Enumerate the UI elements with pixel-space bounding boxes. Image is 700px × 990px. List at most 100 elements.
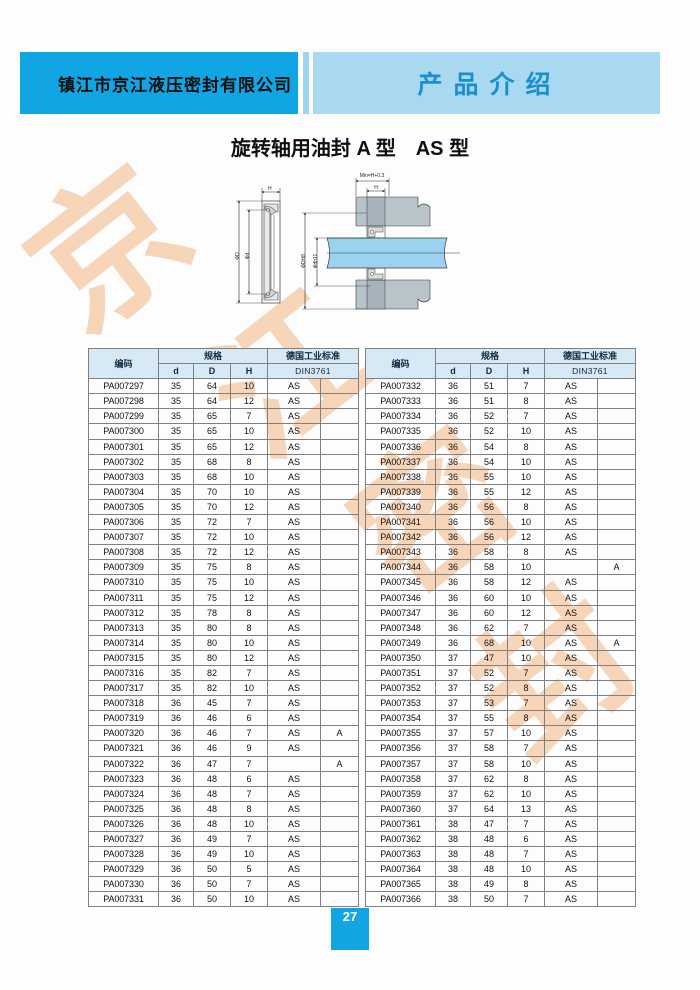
cell-as xyxy=(544,559,598,576)
table-row: PA007304 35 70 10 AS xyxy=(88,483,359,500)
cell-D: 80 xyxy=(193,619,231,636)
cell-as: AS xyxy=(267,393,321,410)
cell-D: 72 xyxy=(193,529,231,546)
cell-H: 7 xyxy=(230,725,268,742)
cell-as: AS xyxy=(544,393,598,410)
cell-d: 35 xyxy=(158,483,194,500)
cell-as: AS xyxy=(544,438,598,455)
cell-code: PA007346 xyxy=(365,589,436,606)
cell-H: 6 xyxy=(230,770,268,787)
cell-H: 8 xyxy=(230,800,268,817)
table-row: PA007342 36 56 12 AS xyxy=(365,529,636,546)
cell-code: PA007331 xyxy=(88,891,159,908)
cell-d: 37 xyxy=(435,664,471,682)
cell-as: AS xyxy=(544,664,598,682)
cell-D: 47 xyxy=(470,649,508,666)
cell-H: 12 xyxy=(507,604,545,621)
cell-a xyxy=(320,483,359,500)
cell-D: 46 xyxy=(193,710,231,727)
th-spec-group: 规格 xyxy=(158,347,268,365)
cell-d: 36 xyxy=(435,634,471,651)
cell-code: PA007332 xyxy=(365,378,436,395)
cell-a xyxy=(320,604,359,621)
cell-D: 52 xyxy=(470,664,508,682)
page-title: 旋转轴用油封 A 型 AS 型 xyxy=(230,138,470,160)
cell-D: 80 xyxy=(193,649,231,666)
cell-d: 36 xyxy=(158,815,194,833)
cell-H: 12 xyxy=(230,589,268,606)
cell-as: AS xyxy=(544,785,598,802)
header-accent-bar xyxy=(303,52,309,114)
table-row: PA007347 36 60 12 AS xyxy=(365,604,636,621)
cell-code: PA007299 xyxy=(88,408,159,425)
cell-d: 36 xyxy=(435,378,471,395)
cell-code: PA007334 xyxy=(365,408,436,425)
table-row: PA007341 36 56 10 AS xyxy=(365,514,636,531)
cell-D: 58 xyxy=(470,544,508,561)
table-row: PA007334 36 52 7 AS xyxy=(365,408,636,425)
cell-code: PA007360 xyxy=(365,800,436,817)
cell-H: 7 xyxy=(507,619,545,636)
cell-as: AS xyxy=(267,544,321,561)
cell-d: 38 xyxy=(435,815,471,833)
cell-code: PA007314 xyxy=(88,634,159,651)
cell-a xyxy=(597,695,636,712)
cell-d: 35 xyxy=(158,498,194,516)
cell-H: 10 xyxy=(230,423,268,440)
section-title: 产品介绍 xyxy=(417,70,562,99)
cell-code: PA007354 xyxy=(365,710,436,727)
cell-a: A xyxy=(320,755,359,772)
cell-code: PA007364 xyxy=(365,861,436,878)
table-row: PA007307 35 72 10 AS xyxy=(88,529,359,546)
cell-as: AS xyxy=(267,619,321,636)
cell-as: AS xyxy=(544,468,598,485)
cell-D: 62 xyxy=(470,619,508,636)
cell-H: 8 xyxy=(507,544,545,561)
cell-H: 8 xyxy=(507,876,545,893)
table-row: PA007352 37 52 8 AS xyxy=(365,680,636,697)
cell-H: 10 xyxy=(507,649,545,666)
cell-a xyxy=(320,574,359,591)
cell-a xyxy=(597,604,636,621)
table-row: PA007366 38 50 7 AS xyxy=(365,891,636,908)
cell-a xyxy=(597,846,636,863)
cell-D: 49 xyxy=(193,830,231,848)
th-d: d xyxy=(435,363,471,380)
cell-d: 35 xyxy=(158,438,194,455)
table-row: PA007305 35 70 12 AS xyxy=(88,498,359,516)
cell-D: 48 xyxy=(193,770,231,787)
cell-D: 45 xyxy=(193,695,231,712)
cell-code: PA007306 xyxy=(88,514,159,531)
cell-D: 56 xyxy=(470,498,508,516)
spec-table-left-wrapper: 编码 规格 德国工业标准 d D H DIN3761 PA007297 35 64 1… xyxy=(88,347,359,908)
table-row: PA007320 36 46 7 AS A xyxy=(88,725,359,742)
table-row: PA007321 36 46 9 AS xyxy=(88,740,359,757)
cell-a xyxy=(597,800,636,817)
table-header-row-2: d D H DIN3761 xyxy=(366,363,636,380)
cell-H: 9 xyxy=(230,740,268,757)
cell-a xyxy=(597,876,636,893)
cell-D: 55 xyxy=(470,483,508,500)
cell-code: PA007333 xyxy=(365,393,436,410)
cell-d: 36 xyxy=(435,544,471,561)
cell-D: 51 xyxy=(470,378,508,395)
cell-code: PA007352 xyxy=(365,680,436,697)
cell-code: PA007328 xyxy=(88,846,159,863)
watermark-char: 京 xyxy=(0,135,223,365)
cell-as: AS xyxy=(544,740,598,757)
cell-code: PA007339 xyxy=(365,483,436,500)
table-row: PA007331 36 50 10 AS xyxy=(88,891,359,908)
cell-a xyxy=(597,649,636,666)
cell-a xyxy=(320,468,359,485)
th-standard-group: 德国工业标准 xyxy=(267,347,359,365)
table-row: PA007324 36 48 7 AS xyxy=(88,785,359,802)
cell-d: 36 xyxy=(435,438,471,455)
cell-d: 35 xyxy=(158,634,194,651)
table-row: PA007344 36 58 10 A xyxy=(365,559,636,576)
table-row: PA007319 36 46 6 AS xyxy=(88,710,359,727)
table-row: PA007311 35 75 12 AS xyxy=(88,589,359,606)
cell-code: PA007329 xyxy=(88,861,159,878)
th-din-standard: DIN3761 xyxy=(544,363,636,380)
cell-a xyxy=(597,529,636,546)
table-row: PA007323 36 48 6 AS xyxy=(88,770,359,787)
